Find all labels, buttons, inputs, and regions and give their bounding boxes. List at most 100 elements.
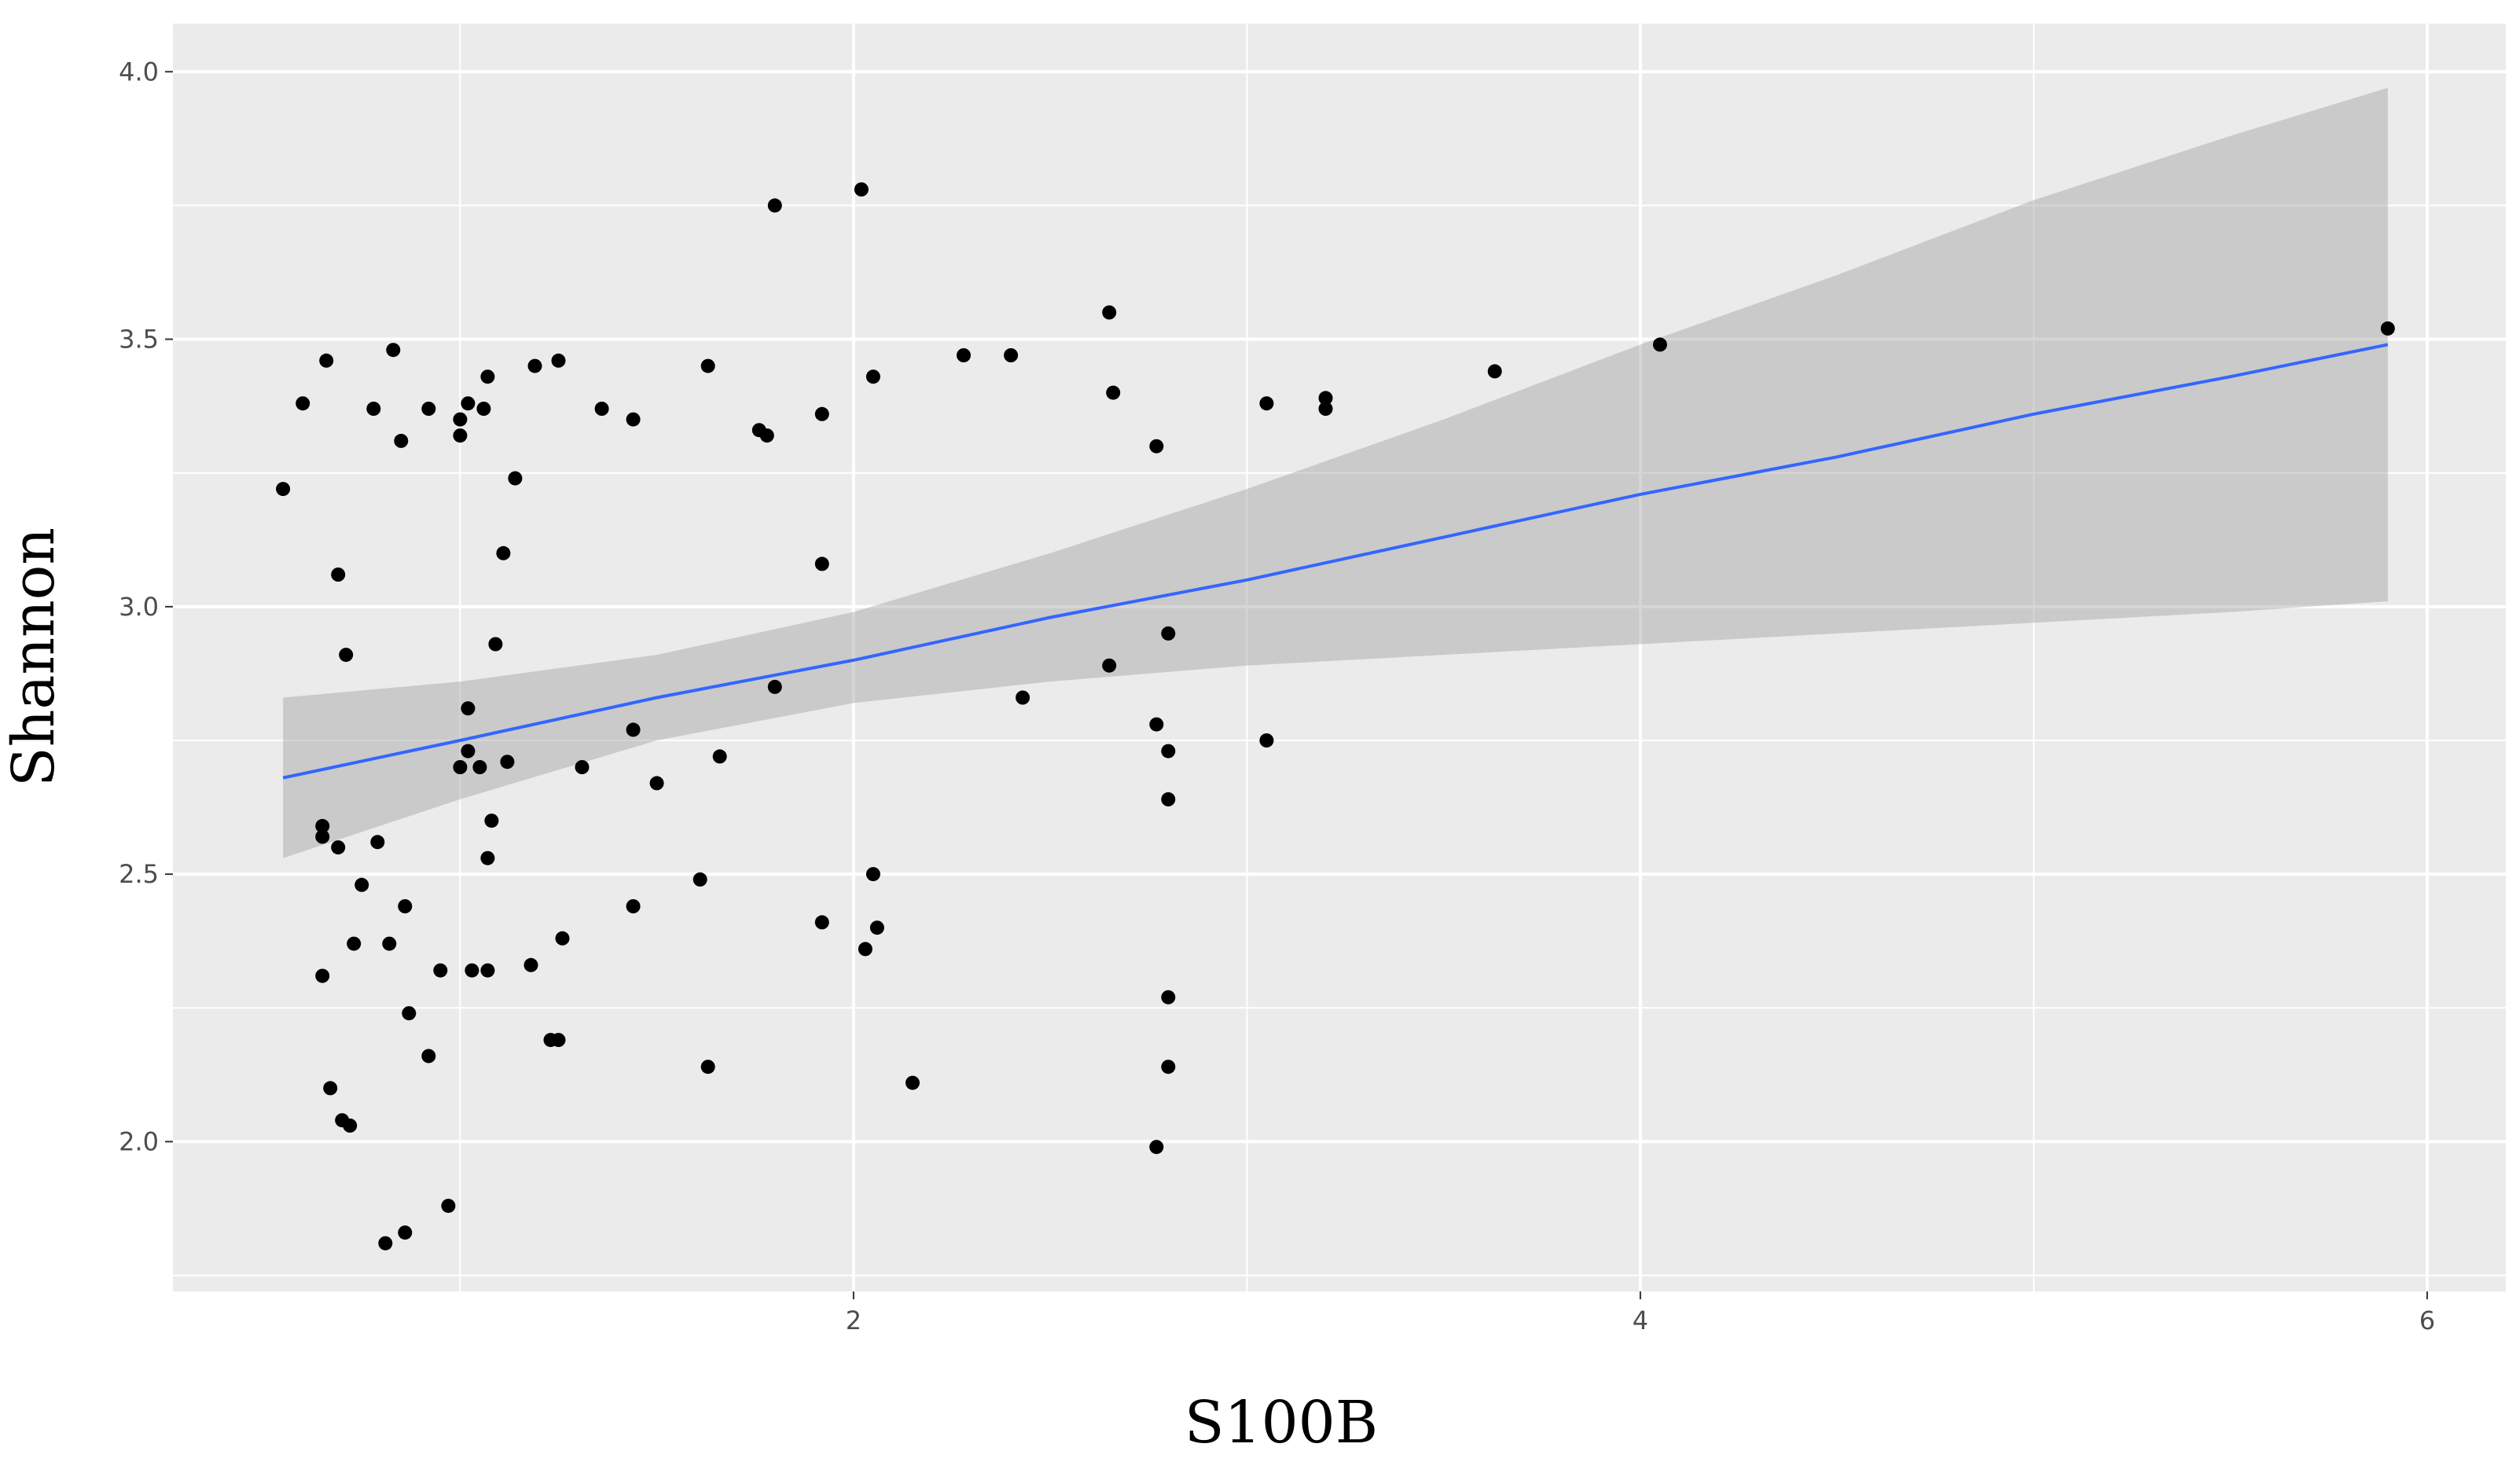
data-point (366, 402, 381, 416)
data-point (480, 850, 495, 865)
data-point (378, 1236, 393, 1251)
data-point (858, 942, 872, 957)
data-point (767, 679, 782, 694)
y-tick-label: 2.5 (119, 859, 159, 889)
data-point (421, 402, 436, 416)
data-point (1161, 744, 1176, 759)
y-tick-label: 3.0 (119, 592, 159, 622)
data-point (767, 198, 782, 213)
data-point (296, 396, 310, 411)
data-point (453, 760, 468, 774)
data-point (508, 471, 523, 486)
data-point (814, 406, 829, 421)
data-point (461, 396, 476, 411)
confidence-band-layer (283, 87, 2388, 858)
data-point (331, 568, 346, 582)
grid-minor (173, 24, 2506, 1291)
data-point (1259, 396, 1274, 411)
data-point (1318, 402, 1333, 416)
y-tick-label: 3.5 (119, 325, 159, 354)
data-point (319, 353, 334, 368)
data-point (575, 760, 590, 774)
data-point (594, 402, 609, 416)
data-point (465, 963, 479, 978)
x-axis-title: S100B (1185, 1389, 1378, 1456)
x-tick-label: 6 (2419, 1306, 2435, 1335)
data-point (1149, 717, 1164, 732)
data-point (433, 963, 448, 978)
data-point (1318, 391, 1333, 406)
data-point (398, 899, 413, 913)
data-point (814, 915, 829, 930)
data-point (461, 744, 476, 759)
data-point (461, 701, 476, 716)
data-point (1149, 439, 1164, 454)
data-point (865, 369, 880, 384)
data-point (323, 1081, 338, 1096)
data-point (869, 920, 884, 935)
data-point (712, 749, 727, 764)
data-point (1102, 305, 1117, 320)
data-point (523, 957, 538, 972)
trend-line-layer (282, 343, 2389, 780)
data-point (500, 755, 515, 770)
data-points-layer (276, 182, 2395, 1251)
data-point (626, 722, 641, 737)
y-axis-ticks: 2.0 2.5 3.0 3.5 4.0 (119, 57, 173, 1156)
data-point (343, 1119, 358, 1133)
data-point (488, 637, 503, 652)
data-point (453, 428, 468, 443)
data-point (476, 402, 491, 416)
x-axis-ticks: 2 4 6 (846, 1291, 2435, 1335)
data-point (1016, 690, 1030, 705)
x-tick-label: 2 (846, 1306, 861, 1335)
confidence-band (283, 87, 2388, 858)
y-axis-title: Shannon (0, 527, 68, 787)
data-point (1149, 1140, 1164, 1155)
data-point (814, 557, 829, 571)
data-point (347, 936, 362, 951)
x-tick-label: 4 (1633, 1306, 1648, 1335)
data-point (626, 412, 641, 427)
data-point (421, 1049, 436, 1063)
grid-major (173, 24, 2506, 1291)
data-point (957, 348, 971, 362)
data-point (906, 1075, 920, 1090)
data-point (398, 1225, 413, 1240)
data-point (480, 369, 495, 384)
data-point (700, 358, 715, 373)
data-point (386, 343, 401, 358)
data-point (315, 818, 330, 833)
data-point (1652, 337, 1667, 352)
data-point (1161, 1060, 1176, 1074)
data-point (394, 433, 409, 448)
data-point (402, 1006, 417, 1021)
data-point (1004, 348, 1019, 362)
data-point (1161, 626, 1176, 641)
data-point (315, 829, 330, 844)
data-point (370, 835, 385, 850)
data-point (649, 776, 664, 791)
data-point (551, 353, 566, 368)
data-point (382, 936, 397, 951)
data-point (692, 872, 707, 887)
data-point (626, 899, 641, 913)
data-point (315, 968, 330, 983)
data-point (339, 648, 354, 663)
data-point (484, 814, 499, 828)
data-point (453, 412, 468, 427)
data-point (2380, 321, 2395, 336)
data-point (1102, 658, 1117, 673)
data-point (496, 545, 511, 560)
data-point (854, 182, 869, 197)
trend-line (282, 343, 2389, 780)
data-point (1487, 364, 1502, 379)
data-point (1161, 990, 1176, 1005)
plot-panel (173, 24, 2506, 1291)
data-point (527, 358, 542, 373)
data-point (1161, 792, 1176, 806)
data-point (472, 760, 487, 774)
data-point (555, 931, 570, 946)
